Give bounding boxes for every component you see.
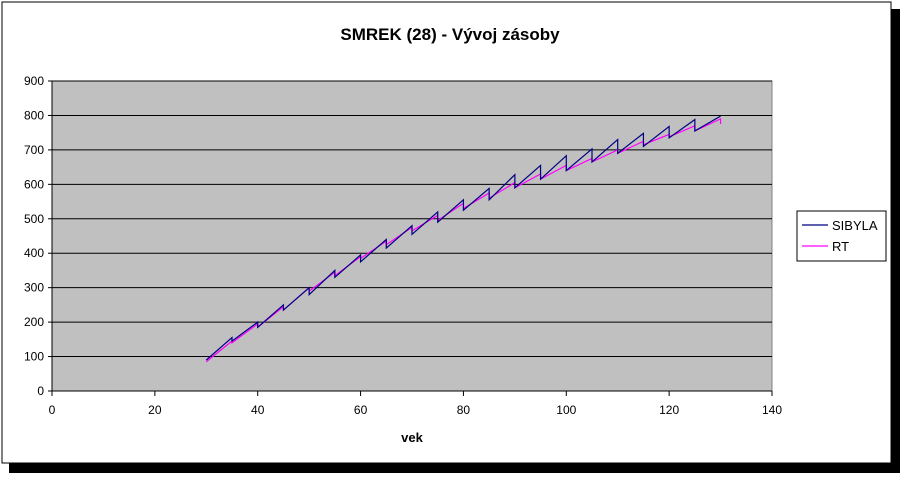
x-tick-label-100: 100 [556,403,576,417]
y-tick-label-200: 200 [24,315,44,329]
legend: SIBYLA RT [796,210,887,262]
y-tick-label-500: 500 [24,212,44,226]
chart-title: SMREK (28) - Vývoj zásoby [340,25,560,44]
y-tick-label-400: 400 [24,246,44,260]
x-tick-label-20: 20 [148,403,162,417]
y-tick-label-0: 0 [37,384,44,398]
legend-label-sibyla: SIBYLA [832,218,878,233]
legend-box [796,210,887,262]
gridlines [52,80,772,358]
x-tick-label-120: 120 [659,403,679,417]
legend-label-rt: RT [832,239,849,254]
y-tick-label-100: 100 [24,350,44,364]
x-tick-label-140: 140 [762,403,782,417]
y-tick-label-800: 800 [24,108,44,122]
y-tick-label-900: 900 [24,74,44,88]
y-tick-label-300: 300 [24,281,44,295]
x-tick-label-80: 80 [457,403,471,417]
series-line-sibyla [205,115,721,361]
x-tick-label-40: 40 [251,403,265,417]
x-axis-label: vek [401,430,423,445]
x-tick-label-0: 0 [49,403,56,417]
axes: 0 100 200 300 400 500 600 700 800 900 0 20 40 60 80 100… [24,74,782,417]
y-tick-label-600: 600 [24,177,44,191]
plot-area [51,80,773,392]
x-tick-label-60: 60 [354,403,368,417]
series-lines [205,115,722,363]
y-tick-label-700: 700 [24,143,44,157]
